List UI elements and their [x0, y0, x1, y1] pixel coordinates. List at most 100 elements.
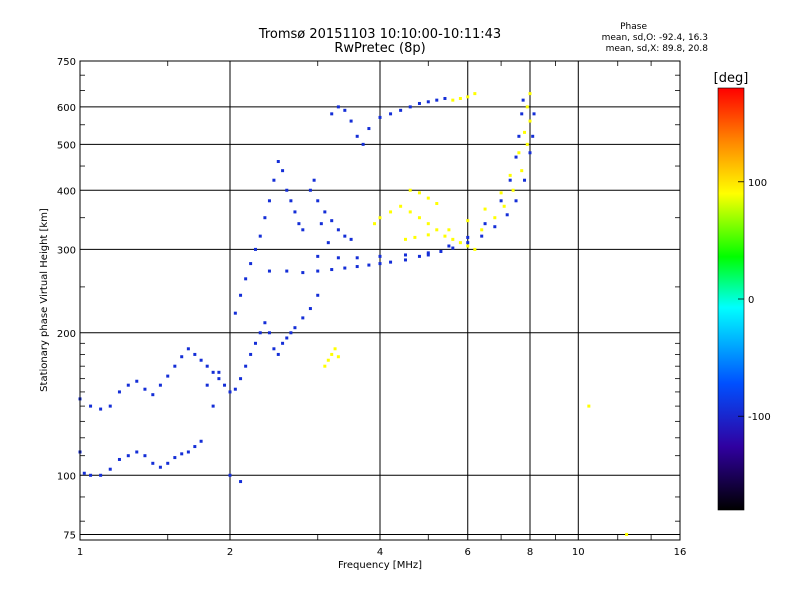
x-mode-echo-point: [525, 105, 529, 109]
o-mode-echo-point: [297, 222, 301, 226]
o-mode-echo-point: [211, 404, 215, 408]
o-mode-echo-point: [389, 112, 393, 116]
o-mode-echo-point: [186, 347, 190, 351]
o-mode-echo-point: [417, 101, 421, 105]
o-mode-echo-point: [343, 266, 347, 270]
o-mode-echo-point: [531, 134, 535, 138]
x-mode-echo-point: [435, 202, 439, 206]
x-mode-echo-point: [458, 241, 462, 245]
o-mode-echo-point: [517, 134, 521, 138]
x-mode-echo-point: [480, 228, 484, 232]
x-mode-echo-point: [417, 191, 421, 195]
o-mode-echo-point: [82, 471, 86, 475]
o-mode-echo-point: [285, 188, 289, 192]
o-mode-echo-point: [528, 151, 532, 155]
y-tick-label: 75: [63, 530, 76, 541]
o-mode-echo-point: [426, 251, 430, 255]
o-mode-echo-point: [367, 127, 371, 131]
o-mode-echo-point: [285, 269, 289, 273]
x-mode-echo-point: [520, 169, 524, 173]
o-mode-echo-point: [378, 115, 382, 119]
x-mode-echo-point: [493, 216, 497, 220]
x-mode-echo-point: [426, 233, 430, 237]
x-mode-echo-point: [473, 247, 477, 251]
o-mode-echo-point: [493, 225, 497, 229]
o-mode-echo-point: [403, 253, 407, 257]
chart-subtitle: RwPretec (8p): [334, 41, 426, 56]
x-mode-echo-point: [426, 196, 430, 200]
x-tick-label: 4: [377, 547, 383, 558]
y-tick-label: 200: [57, 329, 76, 340]
o-mode-echo-point: [285, 336, 289, 340]
o-mode-echo-point: [263, 321, 267, 325]
x-mode-echo-point: [466, 219, 470, 223]
o-mode-echo-point: [173, 364, 177, 368]
x-mode-echo-point: [399, 204, 403, 208]
o-mode-echo-point: [233, 387, 237, 391]
x-mode-echo-point: [413, 235, 417, 239]
o-mode-echo-point: [263, 216, 267, 220]
o-mode-echo-point: [316, 293, 320, 297]
o-mode-echo-point: [193, 352, 197, 356]
o-mode-echo-point: [108, 404, 112, 408]
o-mode-echo-point: [166, 461, 170, 465]
o-mode-echo-point: [239, 480, 243, 484]
o-mode-echo-point: [330, 112, 334, 116]
o-mode-echo-point: [89, 473, 93, 477]
x-mode-echo-point: [525, 142, 529, 146]
o-mode-echo-point: [330, 219, 334, 223]
x-mode-echo-point: [443, 234, 447, 238]
o-mode-echo-point: [249, 262, 253, 266]
o-mode-echo-point: [361, 142, 365, 146]
o-mode-echo-point: [199, 439, 203, 443]
o-mode-echo-point: [451, 246, 455, 250]
o-mode-echo-point: [439, 249, 443, 253]
colorbar-tick-label: 0: [748, 295, 754, 306]
x-mode-echo-point: [333, 347, 337, 351]
o-mode-echo-point: [426, 253, 430, 257]
o-mode-echo-point: [523, 178, 527, 182]
x-mode-echo-point: [389, 210, 393, 214]
o-mode-echo-point: [89, 404, 93, 408]
o-mode-echo-point: [253, 341, 257, 345]
x-mode-echo-point: [426, 222, 430, 226]
o-mode-echo-point: [151, 393, 155, 397]
o-mode-echo-point: [417, 254, 421, 258]
o-mode-echo-point: [319, 222, 323, 226]
o-mode-echo-point: [223, 383, 227, 387]
x-tick-label: 16: [674, 547, 687, 558]
x-mode-echo-point: [323, 364, 327, 368]
o-mode-echo-point: [355, 265, 359, 269]
o-mode-echo-point: [343, 108, 347, 112]
o-mode-echo-point: [239, 377, 243, 381]
o-mode-echo-point: [117, 457, 121, 461]
o-mode-echo-point: [158, 465, 162, 469]
o-mode-echo-point: [276, 160, 280, 164]
o-mode-echo-point: [281, 341, 285, 345]
o-mode-echo-point: [276, 352, 280, 356]
o-mode-echo-point: [316, 269, 320, 273]
o-mode-echo-point: [217, 370, 221, 374]
o-mode-echo-point: [205, 364, 209, 368]
x-mode-echo-point: [523, 130, 527, 134]
o-mode-echo-point: [272, 347, 276, 351]
o-mode-echo-point: [228, 390, 232, 394]
x-mode-echo-point: [473, 92, 477, 96]
o-mode-echo-point: [135, 450, 139, 454]
x-mode-echo-point: [378, 216, 382, 220]
colorbar-tick-label: -100: [748, 412, 771, 423]
o-mode-echo-point: [267, 331, 271, 335]
o-mode-echo-point: [443, 96, 447, 100]
o-mode-echo-point: [267, 199, 271, 203]
o-mode-echo-point: [326, 241, 330, 245]
o-mode-echo-point: [508, 178, 512, 182]
phase-stats-heading: Phase: [620, 22, 647, 32]
x-axis-label: Frequency [MHz]: [338, 560, 422, 571]
o-mode-echo-point: [349, 119, 353, 123]
plot-frame: [79, 60, 681, 541]
y-tick-label: 100: [57, 471, 76, 482]
x-tick-label: 6: [465, 547, 471, 558]
o-mode-echo-point: [258, 234, 262, 238]
o-mode-echo-point: [108, 467, 112, 471]
